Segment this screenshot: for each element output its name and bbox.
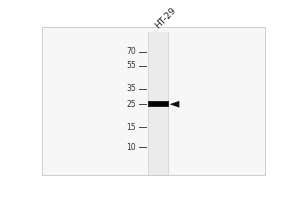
Text: 25: 25 — [127, 100, 136, 109]
Text: 55: 55 — [127, 61, 136, 70]
Text: 35: 35 — [127, 84, 136, 93]
Text: 10: 10 — [127, 143, 136, 152]
FancyBboxPatch shape — [148, 32, 169, 175]
Polygon shape — [169, 101, 179, 108]
FancyBboxPatch shape — [149, 32, 168, 175]
FancyBboxPatch shape — [42, 27, 266, 175]
FancyBboxPatch shape — [148, 102, 168, 106]
FancyBboxPatch shape — [148, 101, 169, 107]
Text: 70: 70 — [127, 47, 136, 56]
Text: 15: 15 — [127, 123, 136, 132]
Text: HT-29: HT-29 — [153, 5, 178, 30]
